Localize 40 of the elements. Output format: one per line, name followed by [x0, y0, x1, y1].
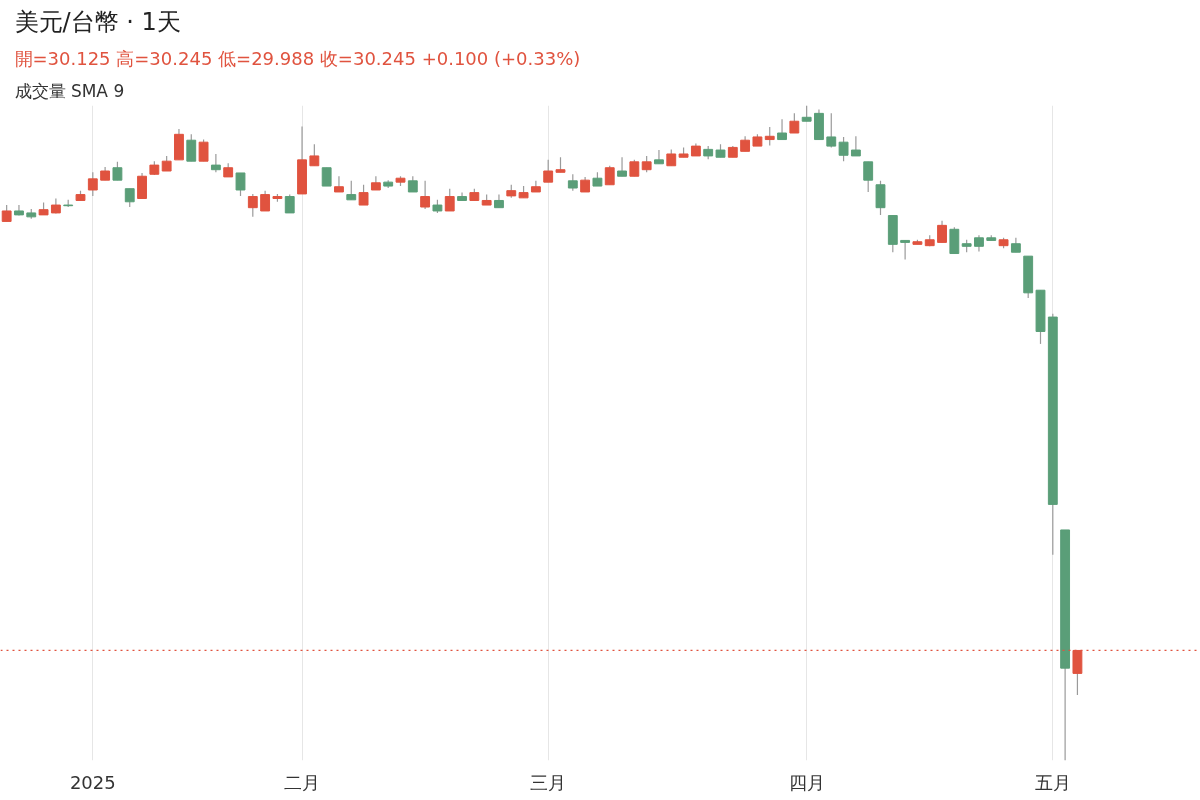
- candlestick: [654, 149, 664, 165]
- candlestick: [543, 159, 554, 183]
- candlestick: [937, 220, 947, 243]
- candlestick: [210, 153, 221, 173]
- candlestick: [604, 165, 615, 186]
- candlestick: [863, 161, 874, 193]
- candlestick: [112, 161, 123, 181]
- candlestick: [198, 138, 209, 162]
- candlestick: [764, 126, 775, 147]
- x-tick-label: 2025: [69, 771, 116, 793]
- candlestick: [777, 118, 787, 141]
- candlestick: [321, 167, 332, 187]
- candlestick: [247, 193, 258, 218]
- candlestick: [875, 180, 886, 216]
- x-tick-label: 五月: [1034, 771, 1071, 793]
- candlestick: [260, 190, 271, 212]
- x-tick-label: 二月: [284, 771, 321, 793]
- x-tick-label: 三月: [530, 771, 567, 793]
- x-tick-label: 四月: [788, 771, 825, 793]
- candlestick: [826, 112, 837, 149]
- candlestick: [309, 143, 320, 167]
- candlestick: [346, 180, 357, 201]
- candlestick: [284, 193, 295, 214]
- chart-subtitle: 開=30.125 高=30.245 低=29.988 收=30.245 +0.100 (+0.33%): [14, 47, 581, 69]
- candlestick: [420, 180, 431, 210]
- candlestick: [850, 135, 861, 157]
- candlestick: [334, 175, 344, 193]
- candlestick: [789, 112, 800, 134]
- candlestick: [124, 188, 135, 208]
- candlestick: [137, 172, 147, 200]
- chart-title: 美元/台幣 · 1天: [14, 7, 181, 36]
- text: 成交量 SMA 9: [14, 80, 125, 101]
- candlestick: [617, 156, 627, 177]
- candlestick: [358, 184, 369, 206]
- candlestick: [838, 136, 849, 162]
- candlestick: [900, 239, 911, 261]
- candlestick: [235, 172, 246, 197]
- candlestick: [444, 188, 455, 212]
- candlestick: [186, 133, 197, 162]
- candlestick: [87, 171, 98, 197]
